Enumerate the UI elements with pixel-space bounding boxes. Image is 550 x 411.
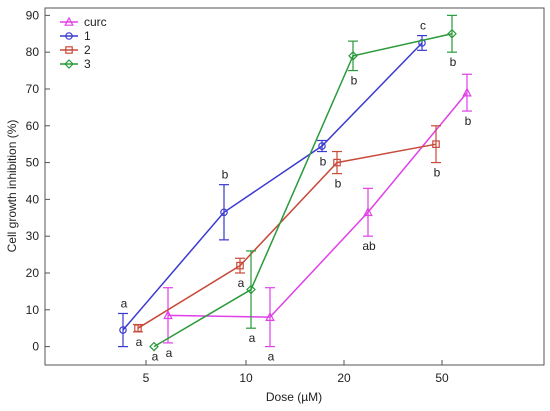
legend-item: 3 <box>60 57 91 71</box>
significance-label: a <box>268 350 275 364</box>
legend-marker <box>65 46 73 54</box>
y-axis: 0 10 20 30 40 50 60 70 80 90 <box>26 8 50 354</box>
y-tick-label: 70 <box>26 82 40 96</box>
legend-item: curc <box>60 15 107 29</box>
significance-label: ab <box>362 239 376 253</box>
significance-label: a <box>152 350 159 364</box>
significance-label: b <box>465 114 472 128</box>
data-point <box>246 284 256 295</box>
significance-label: a <box>249 331 256 345</box>
legend-label: 1 <box>84 29 91 43</box>
data-point <box>333 158 341 167</box>
plot-frame <box>44 7 545 366</box>
x-tick-label: 10 <box>239 371 253 385</box>
y-tick-label: 50 <box>26 156 40 170</box>
series-line <box>167 92 468 318</box>
y-tick-label: 90 <box>26 8 40 22</box>
data-point <box>432 140 440 148</box>
data-point <box>348 50 358 61</box>
x-axis: 5 10 20 50 <box>143 360 449 385</box>
significance-label: b <box>335 177 342 191</box>
legend-item: 2 <box>60 43 91 57</box>
series-line <box>153 33 453 348</box>
data-point <box>447 28 457 39</box>
legend-marker <box>65 32 73 40</box>
y-tick-label: 10 <box>26 303 40 317</box>
legend-label: 2 <box>84 43 91 57</box>
significance-label: b <box>222 168 229 182</box>
legend-marker <box>64 59 74 69</box>
x-tick-label: 20 <box>337 371 351 385</box>
data-point <box>163 310 173 320</box>
legend-label: curc <box>84 15 107 29</box>
significance-label: a <box>238 276 245 290</box>
significance-label: b <box>450 55 457 69</box>
data-point <box>134 324 142 332</box>
significance-label: c <box>420 19 426 33</box>
y-tick-label: 0 <box>32 340 39 354</box>
series-line <box>137 143 437 329</box>
data-point <box>220 208 228 217</box>
data-point <box>236 261 244 270</box>
significance-label: a <box>121 296 128 310</box>
x-tick-label: 50 <box>435 371 449 385</box>
y-tick-label: 80 <box>26 45 40 59</box>
series-line <box>122 42 423 331</box>
data-point <box>265 311 275 321</box>
significance-label: a <box>136 335 143 349</box>
x-tick-label: 5 <box>143 371 150 385</box>
data-point <box>119 326 127 334</box>
x-axis-title: Dose (µM) <box>266 390 322 404</box>
y-axis-title: Cell growth inhibition (%) <box>5 120 19 253</box>
data-point <box>318 142 326 150</box>
data-point <box>462 87 472 97</box>
data-point <box>363 206 373 217</box>
y-tick-label: 30 <box>26 229 40 243</box>
significance-label: a <box>166 346 173 360</box>
data-point <box>149 341 159 352</box>
y-tick-label: 40 <box>26 192 40 206</box>
significance-label: b <box>351 74 358 88</box>
significance-label: b <box>434 166 441 180</box>
legend-marker <box>64 16 74 26</box>
legend-label: 3 <box>84 57 91 71</box>
legend-item: 1 <box>60 29 91 43</box>
y-tick-label: 20 <box>26 266 40 280</box>
significance-label: b <box>320 155 327 169</box>
y-tick-label: 60 <box>26 119 40 133</box>
